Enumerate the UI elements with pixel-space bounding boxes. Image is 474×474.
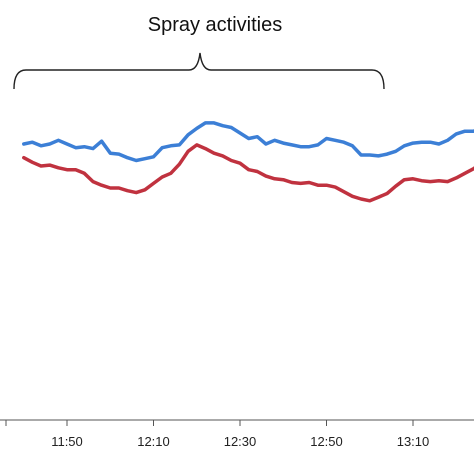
x-tick-label: 12:50 xyxy=(310,434,343,449)
x-tick-label: 12:10 xyxy=(137,434,170,449)
x-tick-label: 12:30 xyxy=(224,434,257,449)
series-line-1 xyxy=(22,121,474,163)
x-tick-label: 11:50 xyxy=(51,434,83,449)
spray-activities-bracket xyxy=(13,52,385,90)
spray-activities-annotation: Spray activities xyxy=(148,14,283,36)
series-line-2 xyxy=(22,143,474,203)
x-tick-label: 13:10 xyxy=(397,434,430,449)
